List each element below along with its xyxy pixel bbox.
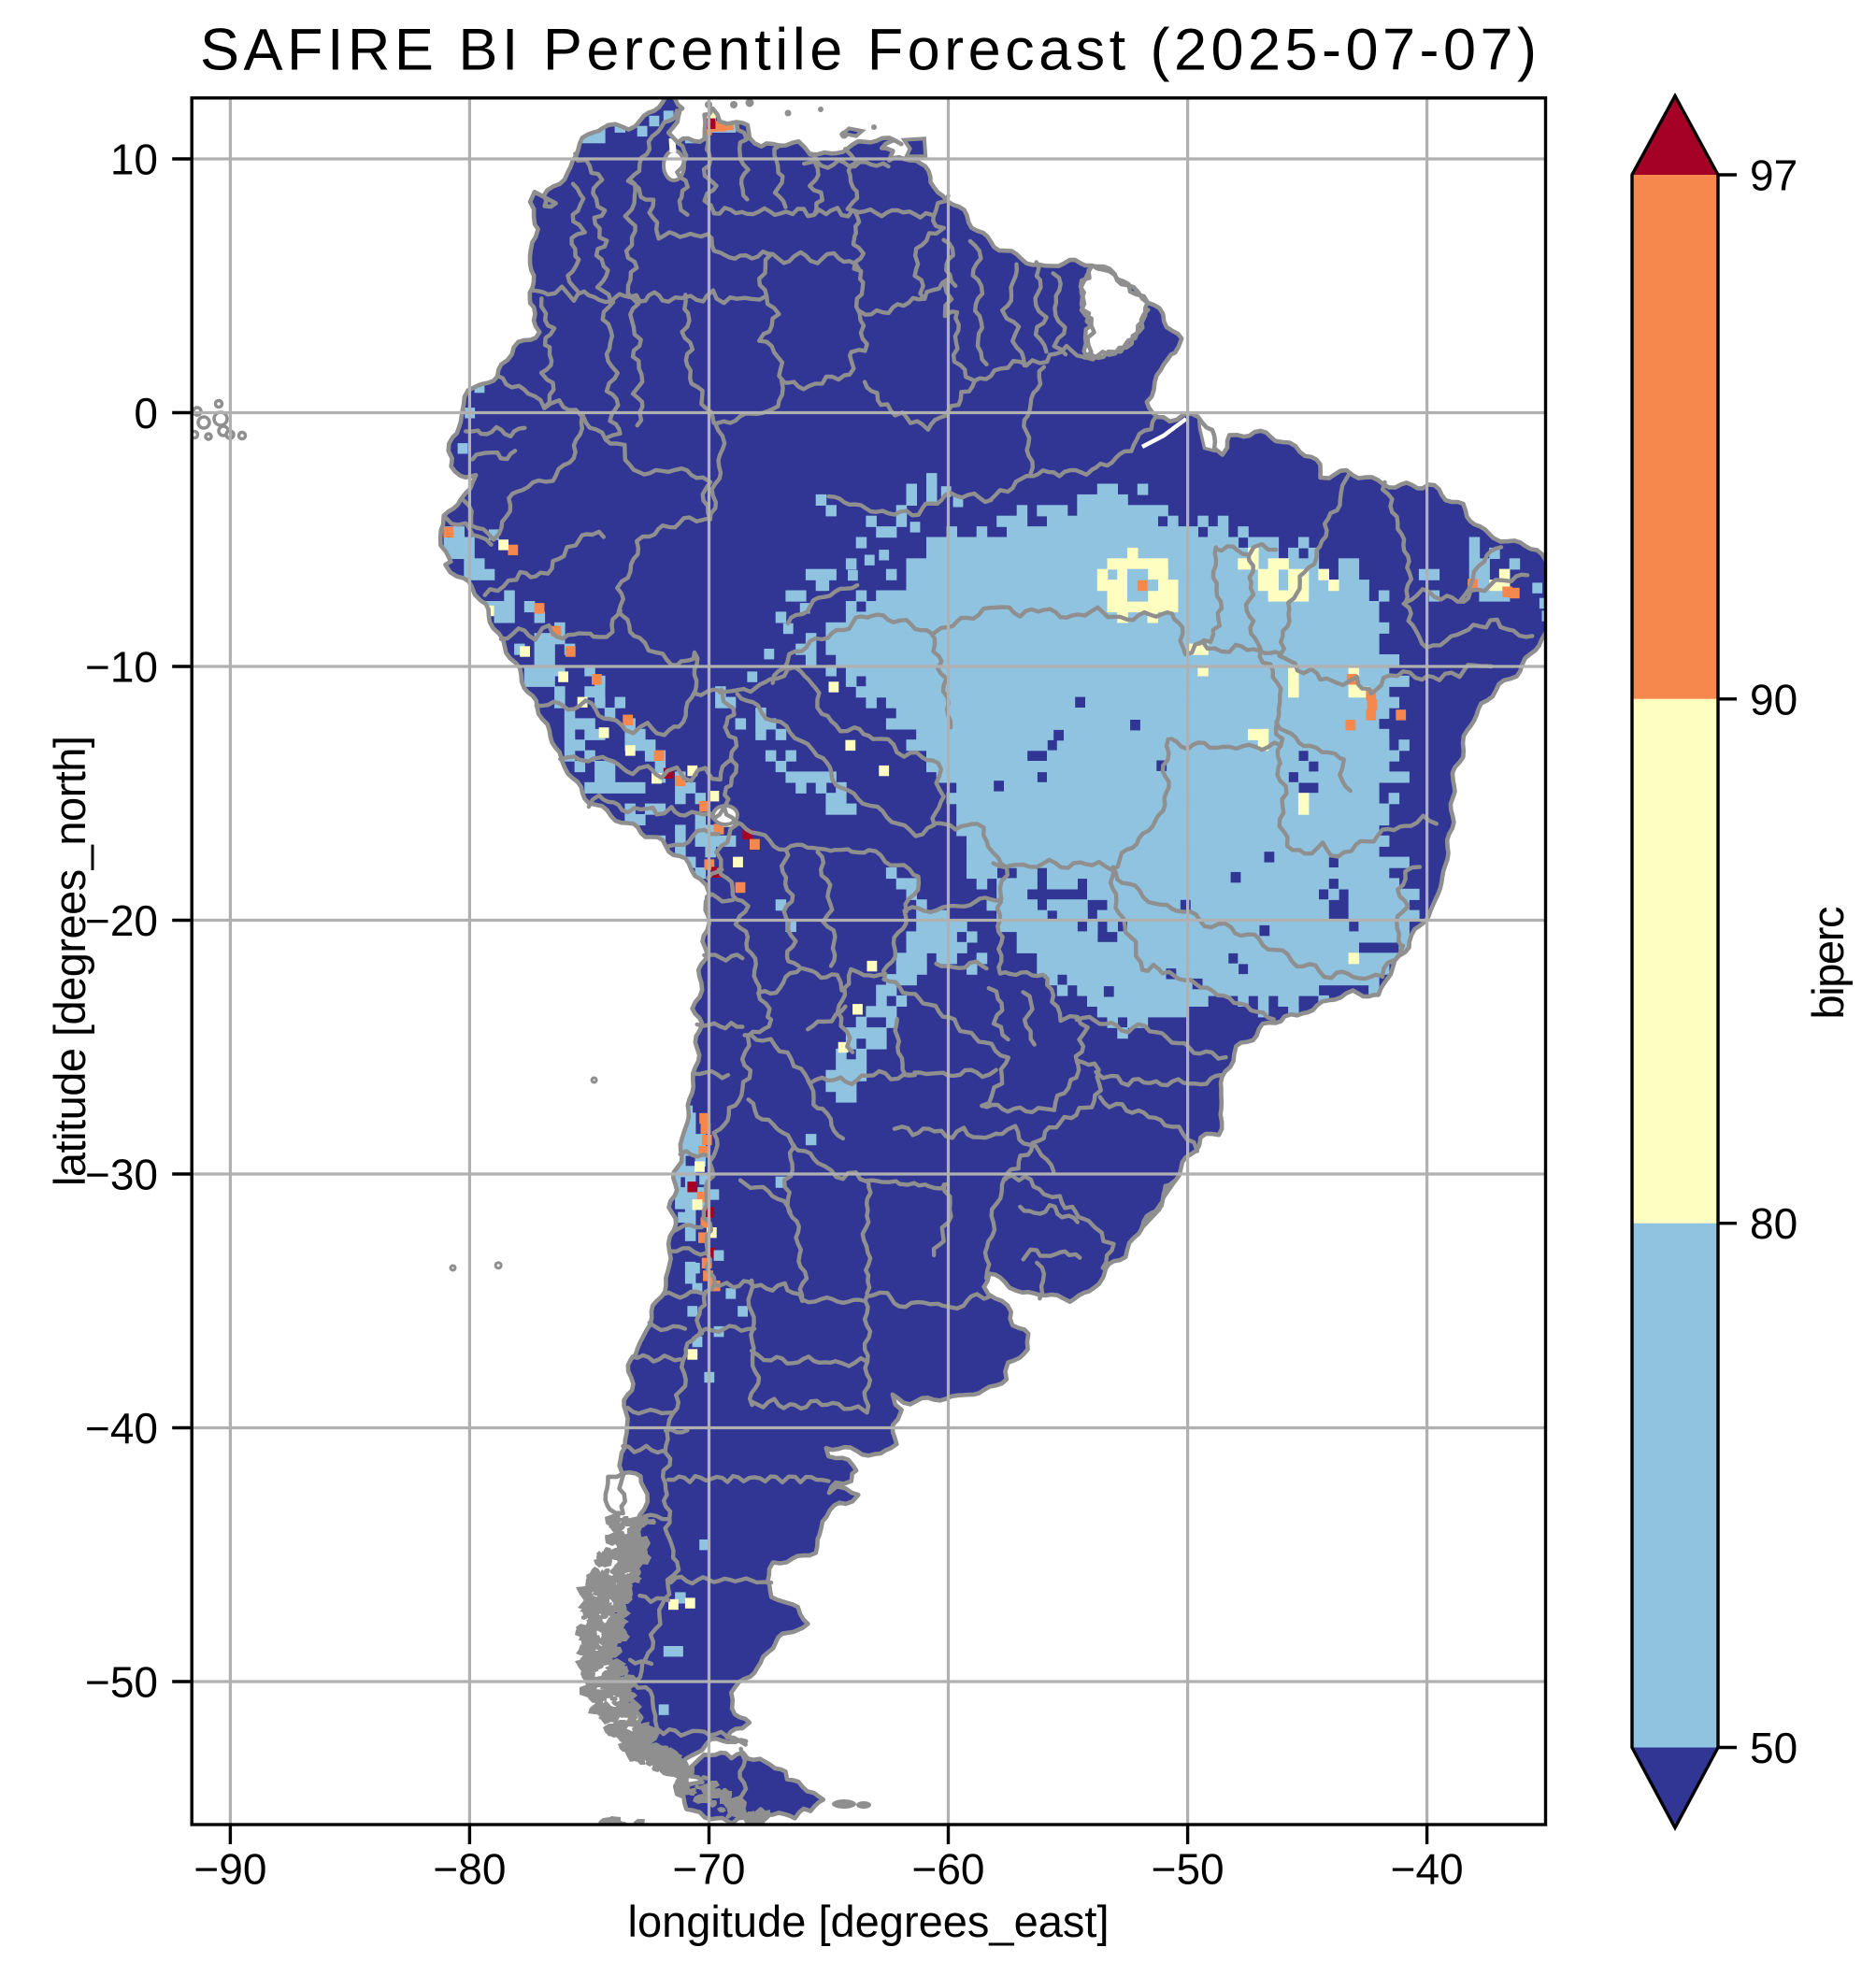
svg-text:−40: −40	[85, 1404, 158, 1453]
svg-text:−20: −20	[85, 896, 158, 945]
svg-text:biperc: biperc	[1803, 907, 1853, 1020]
svg-text:−80: −80	[433, 1845, 506, 1894]
svg-text:97: 97	[1750, 151, 1797, 200]
svg-text:80: 80	[1750, 1199, 1797, 1248]
svg-text:−30: −30	[85, 1151, 158, 1199]
svg-text:50: 50	[1750, 1724, 1797, 1772]
svg-text:−50: −50	[1152, 1845, 1224, 1894]
svg-text:−40: −40	[1391, 1845, 1464, 1894]
svg-text:latitude [degrees_north]: latitude [degrees_north]	[45, 736, 94, 1186]
svg-text:SAFIRE BI Percentile Forecast: SAFIRE BI Percentile Forecast (2025-07-0…	[200, 18, 1537, 83]
svg-text:longitude [degrees_east]: longitude [degrees_east]	[628, 1897, 1110, 1946]
svg-text:0: 0	[134, 389, 158, 437]
svg-text:90: 90	[1750, 675, 1797, 723]
svg-text:10: 10	[110, 136, 158, 184]
svg-text:−60: −60	[911, 1845, 984, 1894]
svg-text:−10: −10	[85, 643, 158, 692]
svg-text:−50: −50	[85, 1658, 158, 1707]
svg-text:−70: −70	[672, 1845, 745, 1894]
svg-text:−90: −90	[193, 1845, 266, 1894]
